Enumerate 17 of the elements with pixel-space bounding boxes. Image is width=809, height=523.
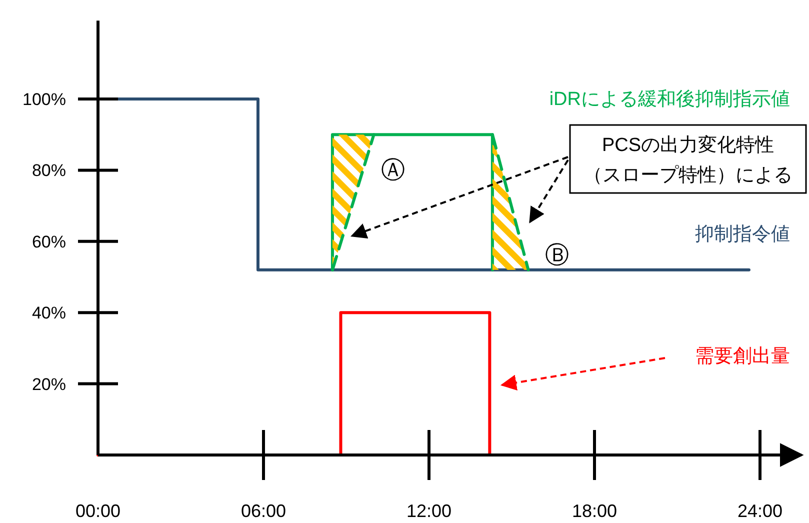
y-tick-label: 20% [32,374,66,394]
annotation: （スロープ特性）による [584,165,792,186]
y-tick-label: 40% [32,304,66,323]
text: 需要創出量 [695,346,790,367]
annotation: Ⓑ [545,242,569,269]
y-tick-label: 80% [32,161,66,180]
x-tick-label: 12:00 [406,501,452,521]
x-tick-label: 18:00 [572,501,618,521]
y-tick-label: 100% [22,90,66,109]
x-tick-label: 24:00 [737,501,783,521]
x-tick-label: 06:00 [240,501,286,521]
annotation: PCSの出力変化特性 [602,134,774,156]
annotation: Ⓐ [381,157,405,184]
x-tick-label: 00:00 [75,501,121,521]
y-tick-label: 60% [32,232,66,252]
series-label: 抑制指令値 [695,224,790,245]
text: iDRによる緩和後抑制指示値 [549,89,790,110]
